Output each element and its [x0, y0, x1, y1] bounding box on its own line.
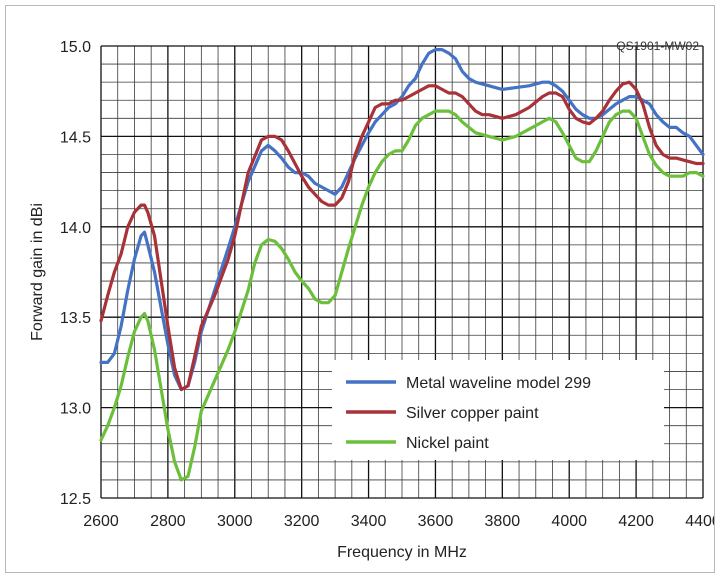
legend-label-metal-waveline-model-299: Metal waveline model 299	[406, 375, 591, 392]
x-tick-label: 3200	[284, 513, 320, 530]
y-tick-label: 13.5	[60, 310, 91, 327]
x-tick-label: 2600	[83, 513, 119, 530]
x-tick-label: 3400	[351, 513, 387, 530]
legend-label-nickel-paint: Nickel paint	[406, 435, 489, 452]
x-tick-label: 3800	[485, 513, 521, 530]
y-tick-label: 14.5	[60, 129, 91, 146]
y-tick-label: 12.5	[60, 491, 91, 508]
chart-frame: 2600 2800 3000 3200 3400 3600 3800 4000 4200 4400…	[5, 5, 721, 573]
legend-label-silver-copper-paint: Silver copper paint	[406, 405, 539, 422]
legend: Metal waveline model 299 Silver copper pa…	[332, 360, 664, 460]
y-axis-label: Forward gain in dBi	[29, 203, 46, 341]
series-line-nickel-paint	[99, 109, 705, 482]
y-tick-label: 13.0	[60, 401, 91, 418]
x-tick-label: 3000	[217, 513, 253, 530]
y-tick-label: 15.0	[60, 39, 91, 56]
x-tick-label: 3600	[418, 513, 454, 530]
x-tick-label: 2800	[150, 513, 186, 530]
y-tick-labels: 12.5 13.0 13.5 14.0 14.5 15.0	[60, 39, 91, 508]
series-lines	[99, 48, 705, 482]
chart-code-label: QS1901-MW02	[616, 39, 699, 53]
x-tick-labels: 2600 2800 3000 3200 3400 3600 3800 4000 4200 4400	[83, 513, 721, 530]
x-axis-label: Frequency in MHz	[337, 544, 467, 561]
y-tick-label: 14.0	[60, 220, 91, 237]
x-tick-label: 4400	[685, 513, 714, 530]
line-chart: 2600 2800 3000 3200 3400 3600 3800 4000 4200 4400…	[29, 39, 721, 561]
x-tick-label: 4200	[618, 513, 654, 530]
x-tick-label: 4000	[551, 513, 587, 530]
series-line-silver-copper-paint	[99, 80, 705, 392]
